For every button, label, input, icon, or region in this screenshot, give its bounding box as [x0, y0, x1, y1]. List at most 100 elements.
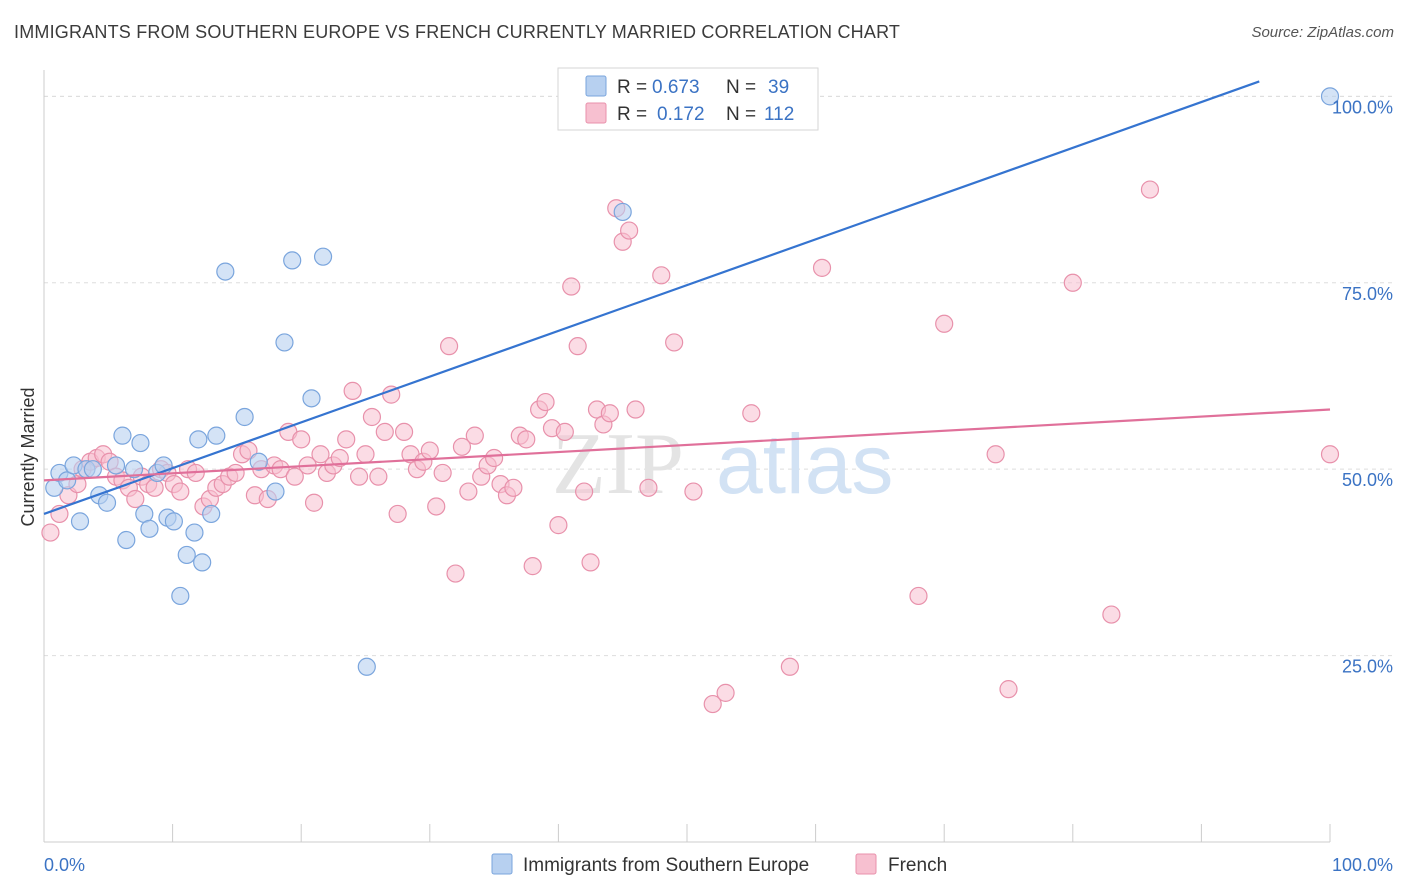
french-point-63 — [459, 482, 478, 501]
french-point-46 — [349, 467, 369, 486]
french-point-79 — [562, 277, 581, 296]
southern-europe-point-27 — [216, 262, 235, 281]
french-point-106 — [1320, 445, 1340, 464]
legend-swatch-blue — [585, 75, 607, 97]
watermark-zip: ZIP — [552, 416, 684, 513]
french-point-47 — [356, 445, 375, 464]
french-point-91 — [652, 266, 671, 285]
southern-europe-point-4 — [70, 512, 90, 531]
french-point-45 — [343, 381, 362, 400]
y-axis-label: Currently Married — [18, 387, 38, 526]
chart-title: IMMIGRANTS FROM SOUTHERN EUROPE VS FRENC… — [14, 22, 901, 42]
french-point-99 — [909, 586, 928, 606]
bottom-legend-label-pink: French — [888, 855, 947, 876]
y-tick-labels: 25.0% 50.0% 75.0% 100.0% — [1332, 97, 1393, 676]
southern-europe-point-6 — [83, 460, 102, 479]
southern-europe-point-22 — [185, 523, 204, 542]
french-point-81 — [575, 482, 594, 501]
y-tick-label-3: 100.0% — [1332, 97, 1393, 117]
legend-r-value-blue: 0.673 — [652, 77, 700, 98]
southern-europe-point-29 — [249, 452, 268, 471]
legend-r-label-pink: R = — [617, 104, 647, 125]
french-point-49 — [369, 467, 388, 486]
french-point-12 — [126, 489, 145, 509]
french-point-96 — [742, 404, 761, 423]
french-trend-line — [43, 408, 1331, 482]
french-point-88 — [620, 221, 639, 240]
french-point-70 — [504, 478, 523, 497]
french-point-61 — [446, 564, 465, 583]
french-point-44 — [337, 430, 356, 449]
french-point-58 — [427, 497, 446, 516]
southern-europe-points — [45, 87, 1340, 676]
bottom-legend-swatch-blue — [491, 853, 513, 875]
french-point-15 — [145, 478, 164, 497]
french-point-53 — [394, 422, 414, 442]
x-tick-label-0: 0.0% — [44, 855, 85, 875]
x-tick-label-1: 100.0% — [1332, 855, 1393, 875]
southern-europe-point-23 — [189, 430, 208, 449]
french-point-60 — [439, 337, 459, 356]
southern-europe-point-32 — [283, 251, 302, 270]
southern-europe-point-30 — [266, 482, 285, 501]
watermark-atlas: atlas — [716, 417, 893, 511]
french-point-59 — [433, 463, 452, 483]
x-tick-labels: 0.0% 100.0% — [44, 855, 1393, 875]
french-point-64 — [465, 426, 484, 445]
french-point-50 — [375, 422, 394, 442]
southern-europe-point-10 — [113, 426, 132, 445]
bottom-legend: Immigrants from Southern Europe French — [491, 853, 947, 876]
french-point-92 — [665, 333, 684, 352]
bottom-legend-swatch-pink — [855, 853, 877, 875]
french-point-97 — [780, 657, 799, 676]
french-point-36 — [285, 467, 304, 486]
french-point-100 — [935, 314, 954, 333]
southern-europe-point-11 — [117, 530, 136, 550]
french-points — [41, 180, 1340, 714]
y-tick-label-2: 75.0% — [1342, 284, 1393, 304]
french-point-67 — [485, 448, 504, 468]
french-point-52 — [388, 504, 407, 524]
southern-europe-point-25 — [202, 504, 221, 524]
french-point-82 — [581, 553, 600, 572]
french-point-78 — [555, 422, 574, 442]
french-point-85 — [600, 404, 619, 423]
french-point-101 — [986, 445, 1005, 464]
southern-europe-point-28 — [235, 407, 254, 427]
french-point-27 — [226, 463, 245, 483]
southern-europe-point-21 — [177, 545, 196, 565]
southern-europe-point-13 — [131, 433, 150, 453]
southern-europe-point-33 — [302, 389, 321, 408]
grid-lines — [44, 95, 1392, 657]
french-point-95 — [716, 683, 735, 702]
top-legend: R = 0.673 N = 39 R = 0.172 N = 112 — [557, 67, 819, 131]
southern-europe-point-37 — [1320, 87, 1340, 106]
french-point-51 — [382, 385, 401, 404]
southern-europe-point-8 — [97, 493, 117, 512]
southern-europe-point-20 — [171, 586, 190, 606]
southern-europe-trend-line — [43, 80, 1260, 515]
french-point-77 — [549, 516, 568, 535]
y-tick-label-0: 25.0% — [1342, 657, 1393, 677]
french-point-40 — [311, 445, 330, 464]
southern-europe-point-31 — [275, 333, 294, 352]
french-point-57 — [420, 441, 439, 460]
legend-n-label-pink: N = — [726, 104, 756, 125]
french-point-48 — [362, 407, 382, 427]
legend-n-label-blue: N = — [726, 77, 756, 98]
french-point-73 — [523, 557, 542, 576]
french-point-89 — [626, 400, 645, 419]
southern-europe-point-12 — [124, 460, 144, 479]
legend-r-label-blue: R = — [617, 77, 647, 98]
source-credit: Source: ZipAtlas.com — [1251, 24, 1394, 41]
bottom-legend-label-blue: Immigrants from Southern Europe — [523, 855, 809, 876]
french-point-39 — [304, 493, 324, 512]
french-point-19 — [171, 482, 190, 501]
southern-europe-point-34 — [313, 247, 333, 266]
french-point-98 — [812, 258, 832, 277]
y-tick-label-1: 50.0% — [1342, 470, 1393, 490]
legend-swatch-pink — [585, 102, 607, 124]
southern-europe-point-9 — [106, 456, 126, 475]
watermark: ZIP atlas — [552, 416, 893, 513]
